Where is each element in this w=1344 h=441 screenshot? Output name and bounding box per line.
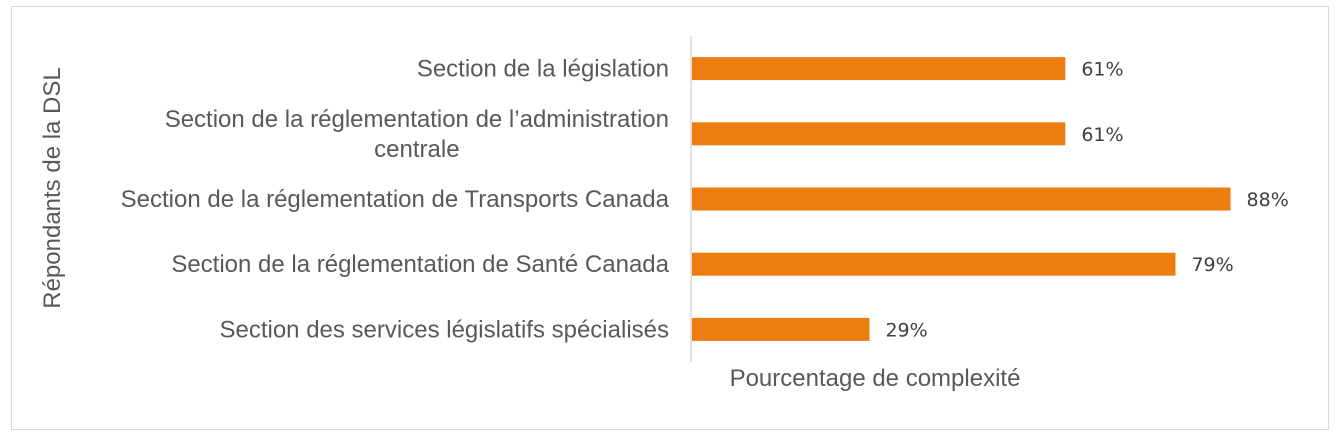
data-label-1: 61% <box>1081 59 1123 81</box>
bar-4 <box>692 252 1176 276</box>
bar-5 <box>692 317 870 341</box>
data-label-4: 79% <box>1191 254 1233 276</box>
bar-2 <box>692 122 1066 146</box>
category-label-line: Section des services législatifs spécial… <box>219 316 669 343</box>
category-label-line: centrale <box>374 136 459 163</box>
category-label-line: Section de la réglementation de l’admini… <box>165 106 669 133</box>
data-labels: 61% 61% 88% 79% 29% <box>885 59 1288 342</box>
category-label-2: Section de la réglementation de l’admini… <box>165 106 669 163</box>
data-label-2: 61% <box>1081 124 1123 146</box>
y-axis-title: Répondants de la DSL <box>39 67 66 309</box>
data-label-5: 29% <box>885 319 927 341</box>
category-label-3: Section de la réglementation de Transpor… <box>121 186 670 213</box>
bars <box>692 57 1231 341</box>
data-label-3: 88% <box>1247 189 1289 211</box>
category-label-1: Section de la législation <box>417 56 669 83</box>
bar-3 <box>692 187 1231 211</box>
category-label-line: Section de la législation <box>417 56 669 83</box>
category-labels: Section de la législation Section de la r… <box>121 56 670 344</box>
bar-1 <box>692 57 1066 81</box>
chart-frame <box>11 6 1329 430</box>
x-axis-title: Pourcentage de complexité <box>730 365 1021 392</box>
category-label-line: Section de la réglementation de Transpor… <box>121 186 670 213</box>
category-label-4: Section de la réglementation de Santé Ca… <box>171 251 669 278</box>
category-label-line: Section de la réglementation de Santé Ca… <box>171 251 669 278</box>
category-label-5: Section des services législatifs spécial… <box>219 316 669 343</box>
